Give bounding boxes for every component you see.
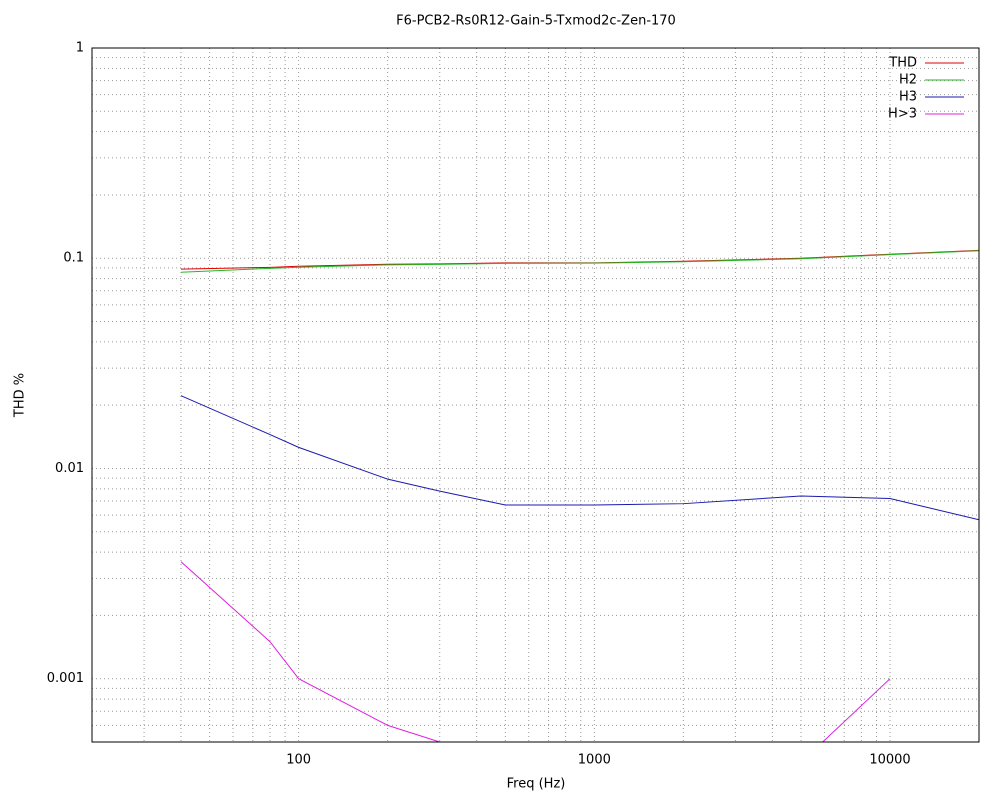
- legend-label: H3: [899, 90, 917, 105]
- series-line: [180, 249, 979, 270]
- series-line: [180, 250, 979, 273]
- chart-title: F6-PCB2-Rs0R12-Gain-5-Txmod2c-Zen-170: [396, 14, 676, 29]
- y-tick-label: 0.01: [55, 461, 84, 476]
- x-tick-label: 10000: [869, 753, 910, 768]
- grid: [92, 47, 979, 742]
- y-tick-label: 0.1: [63, 251, 84, 266]
- x-tick-label: 1000: [578, 753, 611, 768]
- legend-label: H2: [899, 73, 917, 88]
- series-line: [180, 395, 979, 521]
- plot-border: [91, 47, 980, 743]
- y-tick-label: 1: [76, 41, 84, 56]
- legend-label: H>3: [888, 107, 917, 122]
- legend-label: THD: [888, 56, 917, 71]
- plot-area: [180, 249, 979, 742]
- y-tick-label: 0.001: [47, 671, 84, 686]
- x-tick-label: 100: [286, 753, 311, 768]
- y-axis-label: THD %: [13, 373, 28, 418]
- x-axis-label: Freq (Hz): [507, 777, 566, 792]
- series-line: [180, 561, 891, 742]
